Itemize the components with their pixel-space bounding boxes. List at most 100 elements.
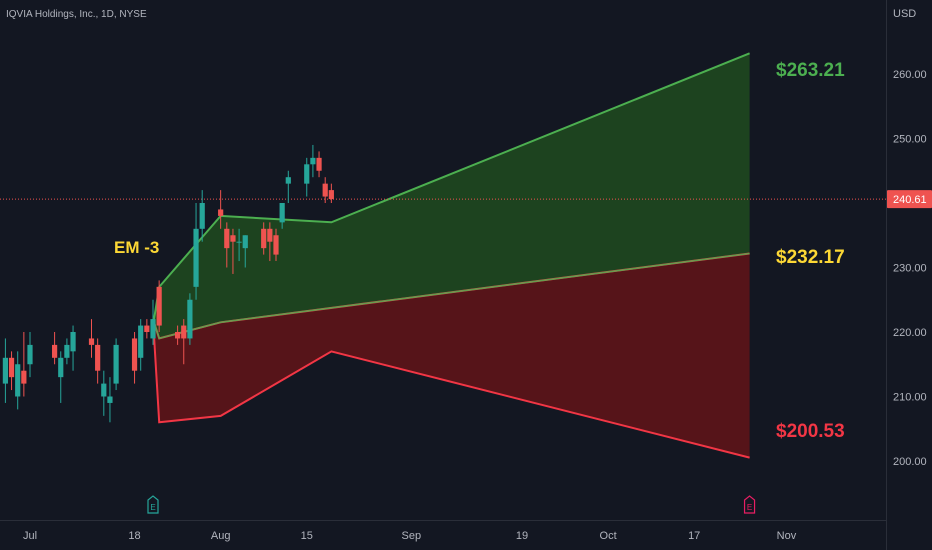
candle bbox=[261, 222, 267, 255]
candle-body bbox=[267, 228, 273, 242]
candle bbox=[15, 351, 21, 410]
candle bbox=[328, 183, 334, 203]
last-price-label: 240.61 bbox=[893, 194, 927, 206]
earnings-marker[interactable]: E bbox=[147, 495, 159, 514]
earnings-marker-shape bbox=[743, 495, 756, 514]
candle bbox=[144, 319, 150, 339]
price-tick-label: 200.00 bbox=[893, 456, 927, 468]
upper-target-label: $263.21 bbox=[776, 60, 845, 81]
earnings-marker-shape bbox=[147, 495, 159, 514]
price-tick-label: 250.00 bbox=[893, 134, 927, 146]
candle bbox=[181, 319, 187, 365]
price-tick-label: 210.00 bbox=[893, 392, 927, 404]
axes bbox=[0, 0, 887, 550]
candle-body bbox=[322, 183, 328, 197]
time-tick-label: Jul bbox=[23, 530, 37, 542]
time-ticks[interactable]: Jul 18 Aug 15 Sep 19 Oct 17 Nov bbox=[23, 530, 797, 542]
time-tick-label: Sep bbox=[402, 530, 422, 542]
candle-body bbox=[150, 319, 156, 339]
last-price-badge bbox=[887, 190, 932, 209]
candle bbox=[236, 228, 242, 262]
price-tick-label: 230.00 bbox=[893, 263, 927, 275]
candle bbox=[95, 338, 101, 384]
candle bbox=[193, 203, 199, 300]
candle bbox=[70, 325, 76, 371]
candle bbox=[156, 280, 162, 332]
candle-body bbox=[27, 344, 33, 365]
candle bbox=[175, 325, 181, 345]
candle-body bbox=[88, 338, 95, 345]
candle bbox=[131, 332, 138, 384]
candle-body bbox=[95, 344, 101, 371]
time-tick-label: 18 bbox=[128, 530, 140, 542]
candle bbox=[279, 203, 285, 229]
candle bbox=[285, 170, 291, 203]
candle-body bbox=[2, 357, 8, 384]
candle-body bbox=[52, 344, 58, 358]
candles bbox=[2, 144, 334, 423]
candle-body bbox=[187, 299, 193, 339]
candle bbox=[199, 190, 205, 242]
bearish-range-area bbox=[153, 253, 750, 458]
candle-body bbox=[156, 286, 162, 326]
candle bbox=[52, 332, 58, 365]
candle bbox=[242, 235, 248, 268]
time-tick-label: Oct bbox=[600, 530, 617, 542]
candle bbox=[138, 319, 144, 371]
candle bbox=[273, 228, 279, 262]
candle-body bbox=[230, 235, 236, 242]
candle bbox=[58, 351, 64, 403]
candle bbox=[101, 370, 107, 416]
candle bbox=[2, 338, 8, 403]
candle bbox=[322, 177, 328, 203]
candle-body bbox=[236, 241, 242, 243]
candle-body bbox=[273, 235, 279, 255]
candle-body bbox=[70, 332, 76, 352]
price-tick-label: 260.00 bbox=[893, 69, 927, 81]
price-ticks[interactable]: 200.00210.00220.00230.00240.00250.00260.… bbox=[887, 69, 932, 468]
candle-body bbox=[113, 344, 119, 384]
time-tick-label: 17 bbox=[688, 530, 700, 542]
candle-body bbox=[107, 396, 113, 403]
candle-body bbox=[316, 157, 322, 171]
candle bbox=[187, 293, 193, 345]
candle bbox=[8, 351, 15, 391]
candle-body bbox=[285, 177, 291, 184]
candle bbox=[304, 157, 310, 197]
candle-body bbox=[310, 157, 316, 165]
lower-bound-line bbox=[152, 319, 750, 459]
symbol-info: IQVIA Holdings, Inc., 1D, NYSE bbox=[6, 9, 147, 20]
price-tick-label: 220.00 bbox=[893, 327, 927, 339]
candle-body bbox=[199, 203, 205, 229]
time-tick-label: 15 bbox=[301, 530, 313, 542]
candle-body bbox=[138, 325, 144, 358]
candle bbox=[27, 332, 33, 378]
candle-body bbox=[175, 332, 181, 339]
candle bbox=[230, 228, 236, 274]
candle-body bbox=[242, 235, 248, 249]
candle-body bbox=[328, 190, 334, 200]
candle bbox=[113, 338, 119, 391]
candle-body bbox=[193, 228, 199, 287]
time-tick-label: 19 bbox=[516, 530, 528, 542]
candle-body bbox=[101, 383, 107, 397]
mid-target-label: $232.17 bbox=[776, 247, 845, 268]
time-tick-label: Nov bbox=[777, 530, 797, 542]
lower-target-label: $200.53 bbox=[776, 421, 845, 442]
candle-body bbox=[144, 325, 150, 332]
candle-body bbox=[21, 370, 27, 384]
annotation-labels: IQVIA Holdings, Inc., 1D, NYSE USD EM -3… bbox=[6, 8, 916, 442]
earnings-marker[interactable]: E bbox=[743, 495, 756, 514]
candle-body bbox=[261, 228, 267, 249]
candle bbox=[107, 377, 113, 423]
time-tick-label: Aug bbox=[211, 530, 231, 542]
candle-body bbox=[279, 203, 285, 223]
bullish-range-area bbox=[153, 53, 750, 339]
candle bbox=[64, 338, 70, 365]
candle bbox=[224, 222, 230, 268]
candle-body bbox=[64, 344, 70, 358]
earnings-marker-label: E bbox=[747, 503, 752, 512]
